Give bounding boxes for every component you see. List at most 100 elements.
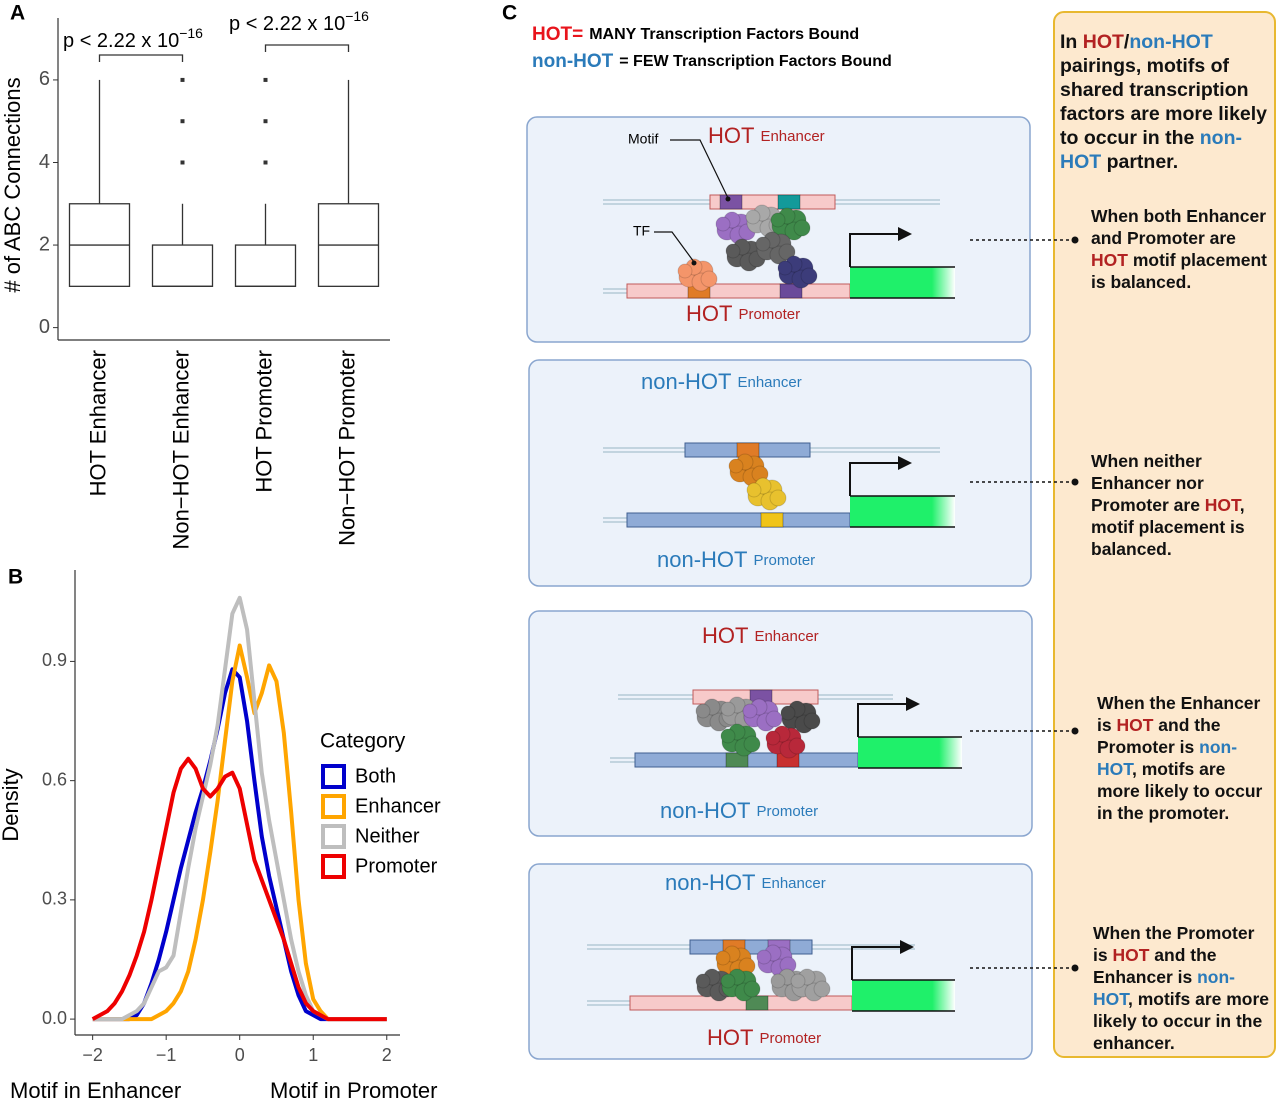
text-segment: motif placement is balanced. xyxy=(1091,250,1268,292)
text-segment: , motif placement is balanced. xyxy=(1091,495,1245,559)
promoter-label: HOT Promoter xyxy=(686,301,800,326)
connector-dot xyxy=(1071,964,1079,972)
text-segment: non-HOT xyxy=(1093,967,1235,1009)
motif xyxy=(760,512,784,528)
outlier xyxy=(180,77,185,82)
y-tick-label: 0.3 xyxy=(42,889,67,909)
transcription-factor xyxy=(765,730,781,746)
callout-label: Motif xyxy=(628,131,658,147)
transcription-factor xyxy=(743,980,761,998)
legend-key xyxy=(321,854,346,879)
text-segment: When neither Enhancer nor Promoter are xyxy=(1091,451,1205,515)
key-meaning: MANY Transcription Factors Bound xyxy=(589,26,859,43)
box xyxy=(151,244,214,287)
legend-key xyxy=(321,764,346,789)
motif xyxy=(779,283,803,299)
text-segment: and the Enhancer is xyxy=(1093,945,1217,987)
transcription-factor xyxy=(746,482,762,498)
transcription-factor xyxy=(725,243,741,259)
transcription-factor xyxy=(677,263,693,279)
dna-region xyxy=(626,512,851,528)
y-tick-label: 0.9 xyxy=(42,650,67,670)
gene-body xyxy=(850,267,955,298)
transcription-factor xyxy=(720,973,736,989)
key-term: HOT= xyxy=(532,24,583,45)
y-tick-label: 2 xyxy=(39,233,50,255)
text-segment: , motifs are more likely to occur in the… xyxy=(1097,759,1263,823)
box xyxy=(234,244,297,287)
scenario-box xyxy=(528,359,1032,587)
tss-arrow xyxy=(857,703,910,737)
tss-arrowhead xyxy=(898,227,912,241)
promoter-status: HOT xyxy=(686,301,732,326)
key-line: HOT= MANY Transcription Factors Bound xyxy=(532,24,859,45)
gene-body xyxy=(850,496,955,527)
transcription-factor xyxy=(813,980,831,998)
outlier xyxy=(263,119,268,124)
transcription-factor xyxy=(788,737,806,755)
x-tick-label: HOT Promoter xyxy=(251,350,276,493)
transcription-factor xyxy=(778,243,796,261)
p-value-text: p < 2.22 x 10 xyxy=(63,30,179,52)
tss-arrow xyxy=(849,233,902,267)
text-segment: / xyxy=(1123,31,1130,53)
tss-arrowhead xyxy=(898,456,912,470)
significance-bracket xyxy=(264,44,350,52)
callout-dot xyxy=(691,260,697,266)
text-segment: HOT xyxy=(1091,250,1128,270)
x-tick-label: Non−HOT Promoter xyxy=(334,350,359,546)
y-tick-label: 6 xyxy=(39,68,50,90)
promoter-label: non-HOT Promoter xyxy=(660,798,818,823)
transcription-factor xyxy=(770,973,786,989)
enhancer-status: non-HOT xyxy=(665,870,755,895)
text-segment: and the Promoter is xyxy=(1097,715,1221,757)
x-tick-label: 0 xyxy=(235,1045,245,1065)
transcription-factor xyxy=(720,701,736,717)
x-tick-label: HOT Enhancer xyxy=(85,350,110,496)
p-value: p < 2.22 x 10−16 xyxy=(229,8,369,36)
enhancer-status: HOT xyxy=(702,623,748,648)
text-segment: partner. xyxy=(1101,151,1179,173)
motif xyxy=(719,194,743,210)
tss-arrowhead xyxy=(900,940,914,954)
transcription-factor xyxy=(770,212,786,228)
y-axis-label: Density xyxy=(0,768,23,841)
p-value: p < 2.22 x 10−16 xyxy=(63,25,203,53)
x-tick-label: −2 xyxy=(82,1045,103,1065)
x-tick-label: −1 xyxy=(156,1045,177,1065)
enhancer-status: non-HOT xyxy=(641,369,731,394)
tss-arrow xyxy=(851,946,904,980)
gene-body xyxy=(858,737,962,768)
enhancer-role: Enhancer xyxy=(737,374,801,391)
transcription-factor xyxy=(700,270,718,288)
key-line: non-HOT = FEW Transcription Factors Bound xyxy=(532,51,892,72)
promoter-status: HOT xyxy=(707,1025,753,1050)
tss-arrowhead xyxy=(906,697,920,711)
density-line xyxy=(91,756,387,1022)
transcription-factor xyxy=(715,216,731,232)
legend-title: Category xyxy=(320,730,406,753)
scenario-note: When the Promoter is HOT and the Enhance… xyxy=(1093,922,1272,1054)
callout-line xyxy=(670,139,729,199)
x-axis-label-left: Motif in Enhancer xyxy=(10,1078,181,1102)
promoter-status: non-HOT xyxy=(660,798,750,823)
tss-arrow xyxy=(849,462,902,496)
enhancer-label: HOT Enhancer xyxy=(702,623,819,648)
callout-dot xyxy=(725,196,731,202)
transcription-factor xyxy=(769,489,787,507)
text-segment: When the Promoter is xyxy=(1093,923,1255,965)
x-tick-label: Non−HOT Enhancer xyxy=(168,350,193,550)
legend-label: Neither xyxy=(355,825,420,847)
enhancer-label: HOT Enhancer xyxy=(708,123,825,148)
y-tick-label: 0.0 xyxy=(42,1008,67,1028)
transcription-factor xyxy=(790,973,806,989)
enhancer-role: Enhancer xyxy=(761,875,825,892)
text-segment: , motifs are more likely to occur in the… xyxy=(1093,989,1270,1053)
transcription-factor xyxy=(780,705,796,721)
text-segment: In xyxy=(1060,31,1083,53)
x-axis-label-right: Motif in Promoter xyxy=(270,1078,438,1102)
x-tick-label: 1 xyxy=(308,1045,318,1065)
panel-label: A xyxy=(10,2,25,25)
